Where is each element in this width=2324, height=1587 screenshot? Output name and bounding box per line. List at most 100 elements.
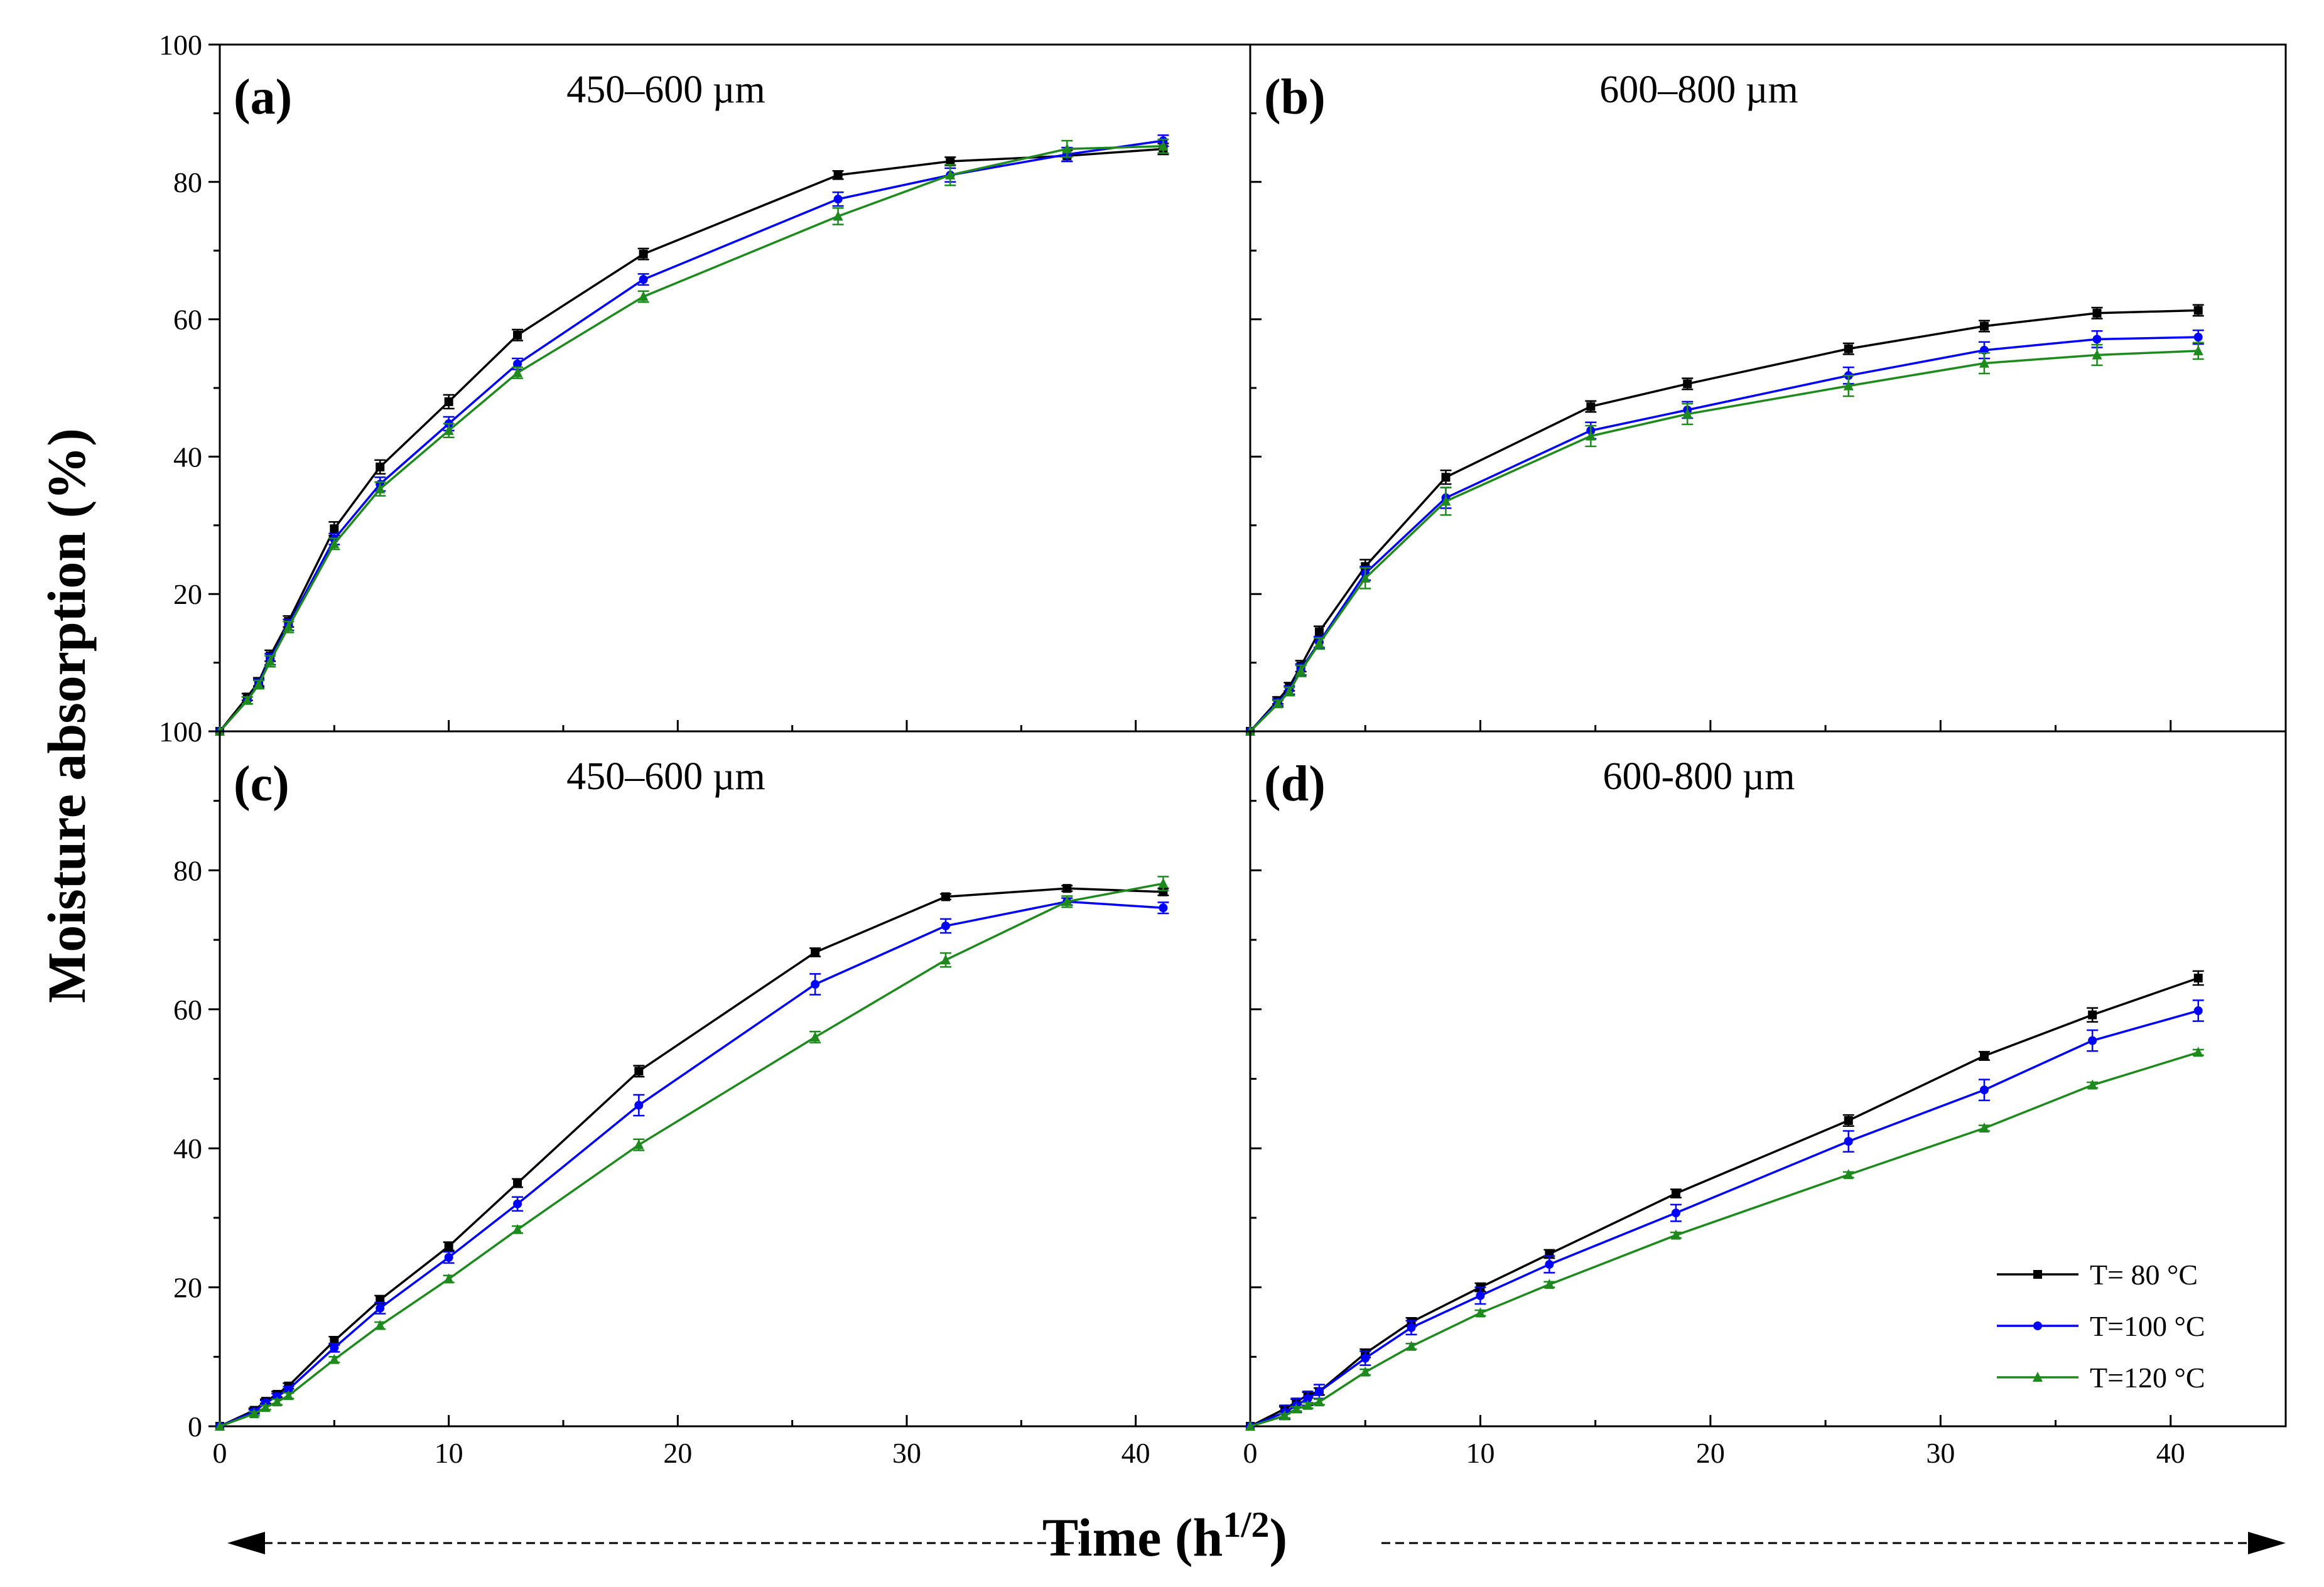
data-point [1158, 878, 1169, 888]
data-point [2193, 333, 2203, 342]
data-point [2193, 306, 2203, 315]
data-point [283, 1390, 294, 1401]
x-tick-label: 30 [1926, 1437, 1955, 1469]
data-point [1544, 1279, 1555, 1289]
y-tick-label: 100 [159, 716, 202, 748]
y-tick-label: 40 [173, 441, 202, 473]
data-point [1844, 1116, 1853, 1125]
data-point [1671, 1208, 1680, 1218]
series-line [219, 887, 1164, 1428]
y-tick-label: 0 [188, 716, 202, 748]
panel-subtitle: 600-800 µm [1602, 755, 1795, 798]
data-point [375, 1320, 386, 1330]
x-tick-label: 20 [663, 1437, 692, 1469]
data-point [376, 462, 385, 471]
data-point [1062, 143, 1073, 154]
series-triangle [1245, 1046, 2204, 1431]
legend-marker [2033, 1270, 2042, 1279]
data-point [1844, 344, 1853, 353]
legend-label: T=120 °C [2090, 1362, 2205, 1394]
series-circle [1246, 999, 2204, 1431]
data-point [1670, 1229, 1681, 1240]
series-line [219, 882, 1164, 1428]
data-point [513, 1199, 522, 1208]
series-square [1246, 304, 2204, 736]
data-point [242, 694, 252, 705]
y-axis-title: Moisture absorption (%) [36, 428, 97, 1003]
data-point [1314, 1396, 1324, 1407]
data-point [2193, 345, 2203, 355]
data-point [1545, 1260, 1554, 1269]
data-point [1158, 140, 1169, 151]
data-point [2092, 335, 2102, 344]
time-direction-arrow [227, 1532, 2286, 1554]
data-point [1360, 1366, 1371, 1377]
data-point [513, 1178, 522, 1188]
data-point [1361, 1353, 1370, 1363]
data-point [284, 1385, 293, 1394]
data-point [513, 359, 522, 369]
panel-subtitle: 450–600 µm [566, 755, 765, 798]
y-tick-label: 0 [188, 1411, 202, 1443]
data-point [1671, 1189, 1680, 1198]
data-point [1682, 408, 1693, 419]
panel-b: (b) 600–800 µm [1245, 43, 2287, 736]
data-point [329, 538, 340, 549]
series-square [215, 884, 1169, 1431]
x-tick-label: 0 [1243, 1437, 1258, 1469]
data-point [941, 921, 950, 930]
data-point [444, 397, 453, 406]
data-point [638, 291, 649, 301]
data-point [249, 1408, 259, 1419]
data-point [1406, 1340, 1417, 1351]
data-point [811, 979, 820, 989]
x-axis-title: Time (h1/2) [1042, 1504, 1287, 1568]
panel-subtitle: 600–800 µm [1599, 68, 1798, 111]
data-point [1062, 896, 1073, 906]
series-circle [1246, 329, 2204, 736]
data-point [1440, 495, 1451, 506]
data-point [1314, 637, 1324, 648]
series-circle [215, 134, 1169, 736]
data-point [443, 424, 454, 435]
y-tick-label: 100 [159, 29, 202, 61]
data-point [443, 1273, 454, 1284]
data-point [639, 275, 648, 284]
panel-frame [1249, 43, 2287, 733]
series-triangle [215, 138, 1169, 736]
data-point [375, 483, 386, 493]
data-point [833, 170, 843, 180]
y-tick-label: 20 [173, 1272, 202, 1304]
data-point [1979, 1122, 1989, 1133]
series-square [215, 143, 1169, 736]
data-point [2087, 1079, 2098, 1090]
data-point [810, 1031, 821, 1042]
legend: T= 80 °C T=100 °C T=120 °C [1997, 1259, 2205, 1394]
data-point [1586, 430, 1596, 441]
data-point [1979, 1051, 1989, 1060]
panel-c: 0 10 20 30 40 0 20 40 60 80 100 (c) 450–600 µm [159, 716, 1251, 1469]
data-point [941, 892, 950, 901]
panel-d: 0 10 20 30 40 (d) 600-800 µm [1243, 730, 2287, 1469]
data-point [634, 1067, 644, 1076]
data-point [1291, 1403, 1302, 1414]
series-line [1250, 1051, 2199, 1428]
data-point [1979, 357, 1989, 368]
data-point [265, 655, 276, 666]
data-point [215, 1421, 225, 1431]
data-point [1360, 573, 1371, 583]
data-point [2088, 1036, 2097, 1045]
arrow-head-left-icon [227, 1532, 265, 1554]
x-tick-label: 40 [1121, 1437, 1150, 1469]
legend-marker [2033, 1321, 2042, 1330]
data-point [444, 1252, 453, 1262]
data-point [1302, 1399, 1313, 1410]
data-point [1843, 380, 1854, 390]
series-line [1250, 977, 2199, 1428]
panel-label: (c) [234, 756, 289, 812]
series-line [219, 148, 1164, 733]
arrow-head-right-icon [2248, 1532, 2286, 1554]
data-point [1245, 1421, 1255, 1431]
data-point [634, 1139, 644, 1149]
